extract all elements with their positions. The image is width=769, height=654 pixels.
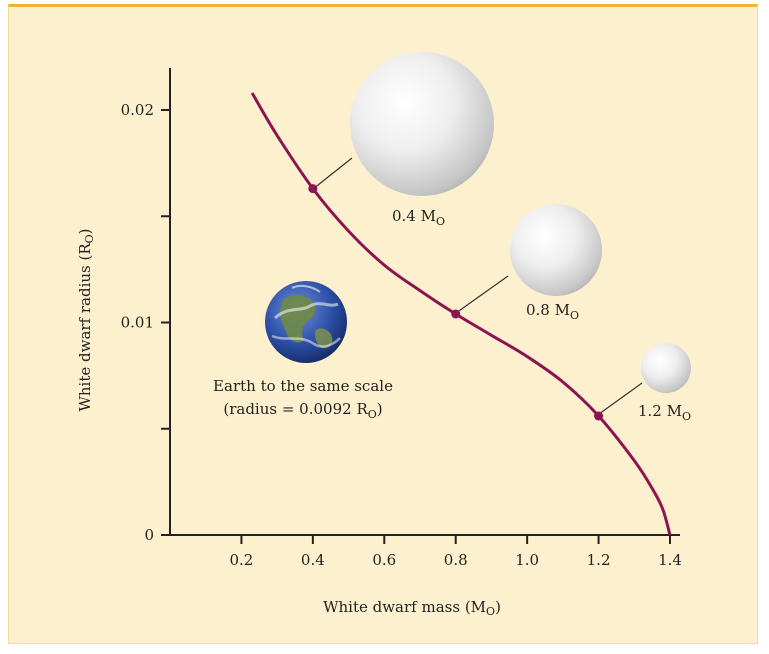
x-tick-label: 0.2: [229, 551, 253, 569]
earth-globe-icon: [265, 281, 347, 363]
white-dwarf-sphere-icon: [350, 52, 494, 196]
mass-label-0.4: 0.4 MO: [392, 207, 445, 228]
highlighted-data-point: [451, 309, 461, 319]
x-tick-label: 1.0: [515, 551, 539, 569]
earth-caption-line2-symbol: O: [368, 408, 377, 421]
x-tick-label: 0.8: [444, 551, 468, 569]
highlighted-data-point: [308, 184, 318, 194]
x-tick-label: 0.4: [301, 551, 325, 569]
x-tick-label: 1.2: [587, 551, 611, 569]
earth-caption-line2: (radius = 0.0092 RO): [223, 400, 382, 421]
white-dwarf-sphere-icon: [641, 343, 691, 393]
mass-label-0.8-text: 0.8 M: [526, 301, 570, 319]
y-tick-label: 0.01: [121, 314, 154, 332]
mass-label-0.8: 0.8 MO: [526, 301, 579, 322]
mass-label-0.8-symbol: O: [570, 309, 579, 322]
x-axis-title: White dwarf mass (MO): [323, 598, 501, 618]
mass-radius-curve: [250, 92, 672, 536]
y-tick-label: 0.02: [121, 101, 154, 119]
earth-caption-line2-close: ): [377, 400, 383, 418]
axis-ticks: 0.2 0.4 0.6 0.8 1.0 1.2 1.4 0 0.01 0.02: [121, 101, 682, 569]
leader-line-0.8: [455, 275, 509, 314]
leader-line-1.2: [598, 382, 643, 415]
x-axis-title-close: ): [495, 598, 501, 616]
y-axis-title-text: White dwarf radius (R: [76, 243, 94, 412]
x-axis-title-text: White dwarf mass (M: [323, 598, 486, 616]
x-axis-title-symbol: O: [486, 605, 495, 618]
leader-line-0.4: [312, 157, 353, 190]
mass-label-1.2-text: 1.2 M: [638, 402, 682, 420]
mass-label-1.2: 1.2 MO: [638, 402, 691, 423]
y-tick-label: 0: [144, 526, 154, 544]
highlighted-points: [308, 184, 604, 421]
highlighted-data-point: [594, 411, 604, 421]
mass-label-1.2-symbol: O: [682, 410, 691, 423]
y-axis-title-symbol: O: [83, 234, 96, 243]
earth-caption-line1: Earth to the same scale: [213, 377, 393, 395]
y-axis-title-close: ): [76, 228, 94, 234]
x-tick-label: 0.6: [372, 551, 396, 569]
y-axis-title: White dwarf radius (RO): [76, 228, 96, 411]
white-dwarf-sphere-icon: [510, 204, 602, 296]
mass-label-0.4-text: 0.4 M: [392, 207, 436, 225]
x-tick-label: 1.4: [658, 551, 682, 569]
mass-label-0.4-symbol: O: [436, 215, 445, 228]
earth-caption-line2-text: (radius = 0.0092 R: [223, 400, 368, 418]
